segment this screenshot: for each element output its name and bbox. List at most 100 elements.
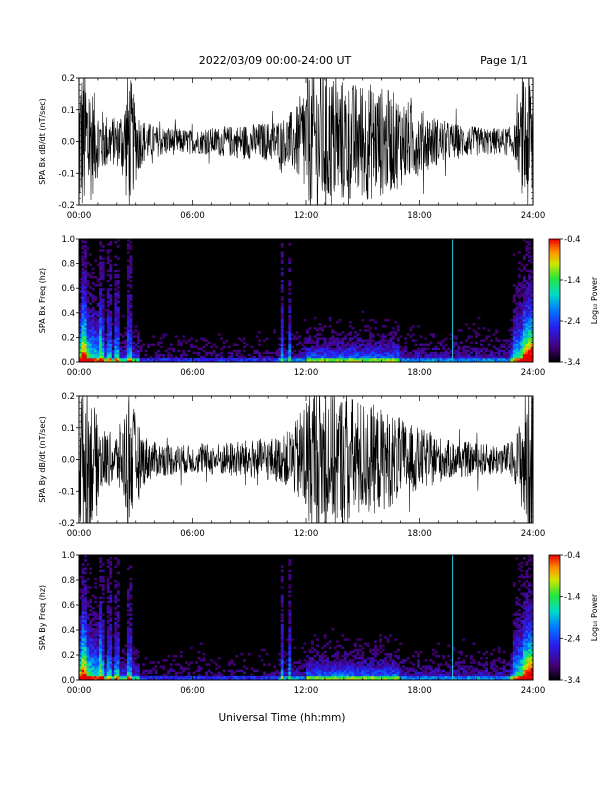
heatmap-cell — [328, 349, 332, 353]
heatmap-cell — [104, 333, 108, 336]
heatmap-cell — [517, 644, 521, 648]
heatmap-cell — [288, 333, 292, 336]
x-tick-label: 18:00 — [407, 368, 432, 378]
heatmap-cell — [152, 343, 156, 346]
heatmap-cell — [137, 331, 140, 334]
heatmap-cell — [288, 655, 292, 658]
heatmap-cell — [353, 669, 357, 673]
heatmap-cell — [308, 341, 312, 344]
heatmap-cell — [106, 646, 110, 650]
heatmap-cell — [89, 644, 93, 648]
heatmap-cell — [116, 306, 120, 310]
heatmap-cell — [129, 355, 133, 359]
heatmap-cell — [94, 355, 98, 359]
heatmap-cell — [205, 359, 209, 362]
heatmap-cell — [101, 596, 105, 600]
heatmap-cell — [298, 341, 302, 344]
heatmap-cell — [512, 646, 516, 650]
heatmap-cell — [288, 284, 292, 287]
heatmap-cell — [81, 333, 85, 336]
heatmap-cell — [358, 663, 362, 666]
heatmap-cell — [369, 333, 372, 336]
heatmap-cell — [99, 655, 103, 658]
heatmap-cell — [81, 288, 85, 291]
heatmap-cell — [189, 661, 193, 664]
heatmap-cell — [391, 667, 395, 670]
heatmap-cell — [91, 325, 95, 328]
heatmap-cell — [348, 339, 352, 342]
heatmap-cell — [474, 675, 478, 679]
heatmap-cell — [84, 650, 87, 654]
heatmap-cell — [242, 337, 246, 340]
heatmap-cell — [114, 630, 118, 633]
heatmap-cell — [328, 343, 332, 346]
heatmap-cell — [109, 632, 113, 635]
heatmap-cell — [111, 351, 115, 355]
heatmap-cell — [94, 675, 98, 679]
heatmap-cell — [389, 355, 393, 359]
heatmap-cell — [520, 269, 524, 273]
heatmap-cell — [409, 327, 413, 330]
heatmap-cell — [459, 341, 463, 344]
heatmap-cell — [129, 644, 133, 648]
heatmap-cell — [364, 355, 367, 359]
heatmap-cell — [207, 677, 211, 680]
heatmap-cell — [91, 675, 95, 679]
heatmap-cell — [111, 343, 115, 346]
heatmap-cell — [139, 345, 143, 349]
heatmap-cell — [490, 671, 494, 675]
heatmap-cell — [358, 343, 362, 346]
heatmap-cell — [91, 611, 95, 614]
heatmap-cell — [525, 594, 529, 598]
heatmap-cell — [96, 357, 100, 361]
heatmap-cell — [232, 671, 236, 675]
heatmap-cell — [137, 341, 140, 344]
heatmap-cell — [280, 577, 284, 581]
heatmap-cell — [527, 327, 531, 330]
heatmap-cell — [89, 661, 93, 664]
heatmap-cell — [454, 343, 458, 346]
heatmap-cell — [89, 665, 93, 668]
heatmap-cell — [411, 675, 415, 679]
heatmap-cell — [154, 677, 158, 680]
heatmap-cell — [346, 661, 350, 664]
heatmap-cell — [313, 671, 317, 675]
heatmap-cell — [525, 673, 529, 677]
heatmap-cell — [346, 355, 350, 359]
heatmap-cell — [79, 652, 82, 656]
heatmap-cell — [129, 613, 133, 616]
heatmap-cell — [126, 308, 130, 312]
heatmap-cell — [79, 351, 82, 355]
heatmap-cell — [89, 586, 93, 589]
heatmap-cell — [79, 588, 82, 591]
heatmap-cell — [348, 355, 352, 359]
heatmap-cell — [106, 300, 110, 303]
heatmap-cell — [527, 329, 531, 332]
heatmap-cell — [109, 331, 113, 334]
heatmap-cell — [369, 335, 372, 338]
heatmap-cell — [81, 239, 85, 242]
heatmap-cell — [255, 357, 259, 361]
heatmap-cell — [326, 347, 330, 351]
heatmap-cell — [454, 673, 458, 677]
heatmap-cell — [396, 675, 400, 679]
heatmap-cell — [81, 669, 85, 673]
heatmap-cell — [505, 339, 509, 342]
heatmap-cell — [288, 559, 292, 562]
colorbar-step — [549, 253, 560, 256]
heatmap-cell — [351, 665, 355, 668]
heatmap-cell — [129, 286, 133, 289]
heatmap-cell — [104, 673, 108, 677]
heatmap-cell — [280, 613, 284, 616]
heatmap-cell — [515, 312, 519, 316]
heatmap-cell — [99, 596, 103, 600]
heatmap-cell — [137, 345, 140, 349]
heatmap-cell — [116, 646, 120, 650]
heatmap-cell — [109, 314, 113, 318]
heatmap-cell — [288, 594, 292, 598]
heatmap-cell — [452, 671, 456, 675]
heatmap-cell — [106, 625, 110, 629]
heatmap-cell — [149, 355, 153, 359]
heatmap-cell — [404, 345, 408, 349]
heatmap-cell — [487, 357, 491, 361]
